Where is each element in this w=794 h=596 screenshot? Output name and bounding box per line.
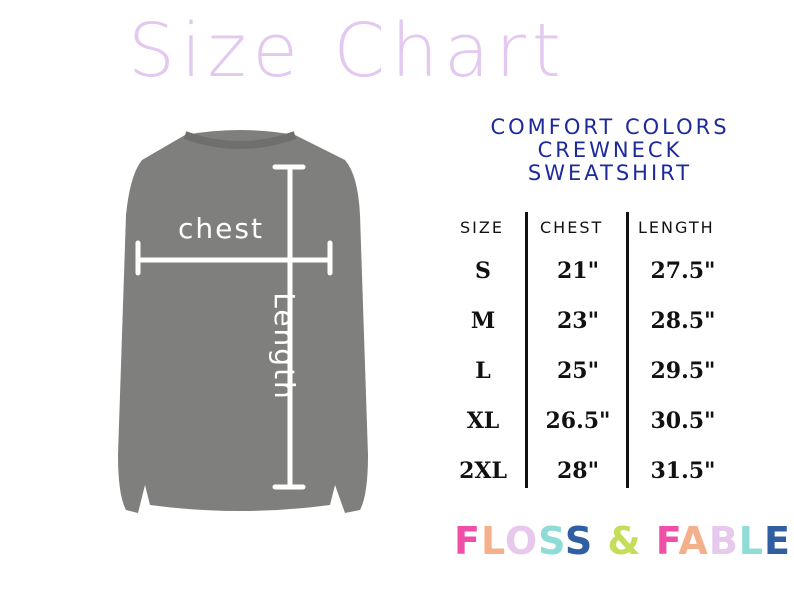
column-divider [525, 212, 528, 488]
header-length: LENGTH [638, 218, 715, 237]
logo-letter: L [738, 519, 765, 563]
product-line-3: SWEATSHIRT [527, 161, 693, 185]
logo-letter: S [538, 519, 565, 563]
cell-size: L [475, 358, 491, 384]
sweatshirt-illustration [118, 130, 368, 513]
logo-letter: O [504, 519, 539, 563]
column-divider [626, 212, 629, 488]
cell-size: 2XL [459, 458, 507, 484]
cell-length: 27.5" [650, 258, 716, 284]
cell-length: 31.5" [650, 458, 716, 484]
logo-letter: A [678, 519, 709, 563]
logo-letter [593, 519, 607, 563]
logo-letter: F [655, 519, 679, 563]
logo-letter: S [564, 519, 594, 563]
cell-size: XL [466, 408, 500, 434]
cell-length: 30.5" [650, 408, 716, 434]
cell-chest: 21" [556, 258, 600, 284]
logo-letter: E [764, 519, 791, 563]
logo-letter: & [607, 519, 642, 563]
cell-length: 29.5" [650, 358, 716, 384]
logo-letter: B [708, 519, 739, 563]
cell-size: M [470, 308, 496, 334]
cell-chest: 26.5" [545, 408, 611, 434]
floss-and-fable-logo: FLOSS & FABLE [454, 519, 791, 563]
product-line-1: COMFORT COLORS [490, 115, 730, 139]
product-name: COMFORT COLORS CREWNECK SWEATSHIRT [440, 116, 780, 185]
length-label: Length [267, 292, 301, 401]
cell-chest: 25" [556, 358, 600, 384]
cell-size: S [475, 258, 491, 284]
cell-chest: 23" [556, 308, 600, 334]
chest-label: chest [178, 212, 264, 245]
header-size: SIZE [460, 218, 504, 237]
cell-chest: 28" [556, 458, 600, 484]
logo-letter: F [454, 519, 481, 563]
header-chest: CHEST [540, 218, 604, 237]
logo-letter [642, 519, 656, 563]
product-line-2: CREWNECK [537, 138, 683, 162]
logo-letter: L [480, 519, 505, 563]
page-title: Size Chart [128, 8, 567, 94]
cell-length: 28.5" [650, 308, 716, 334]
